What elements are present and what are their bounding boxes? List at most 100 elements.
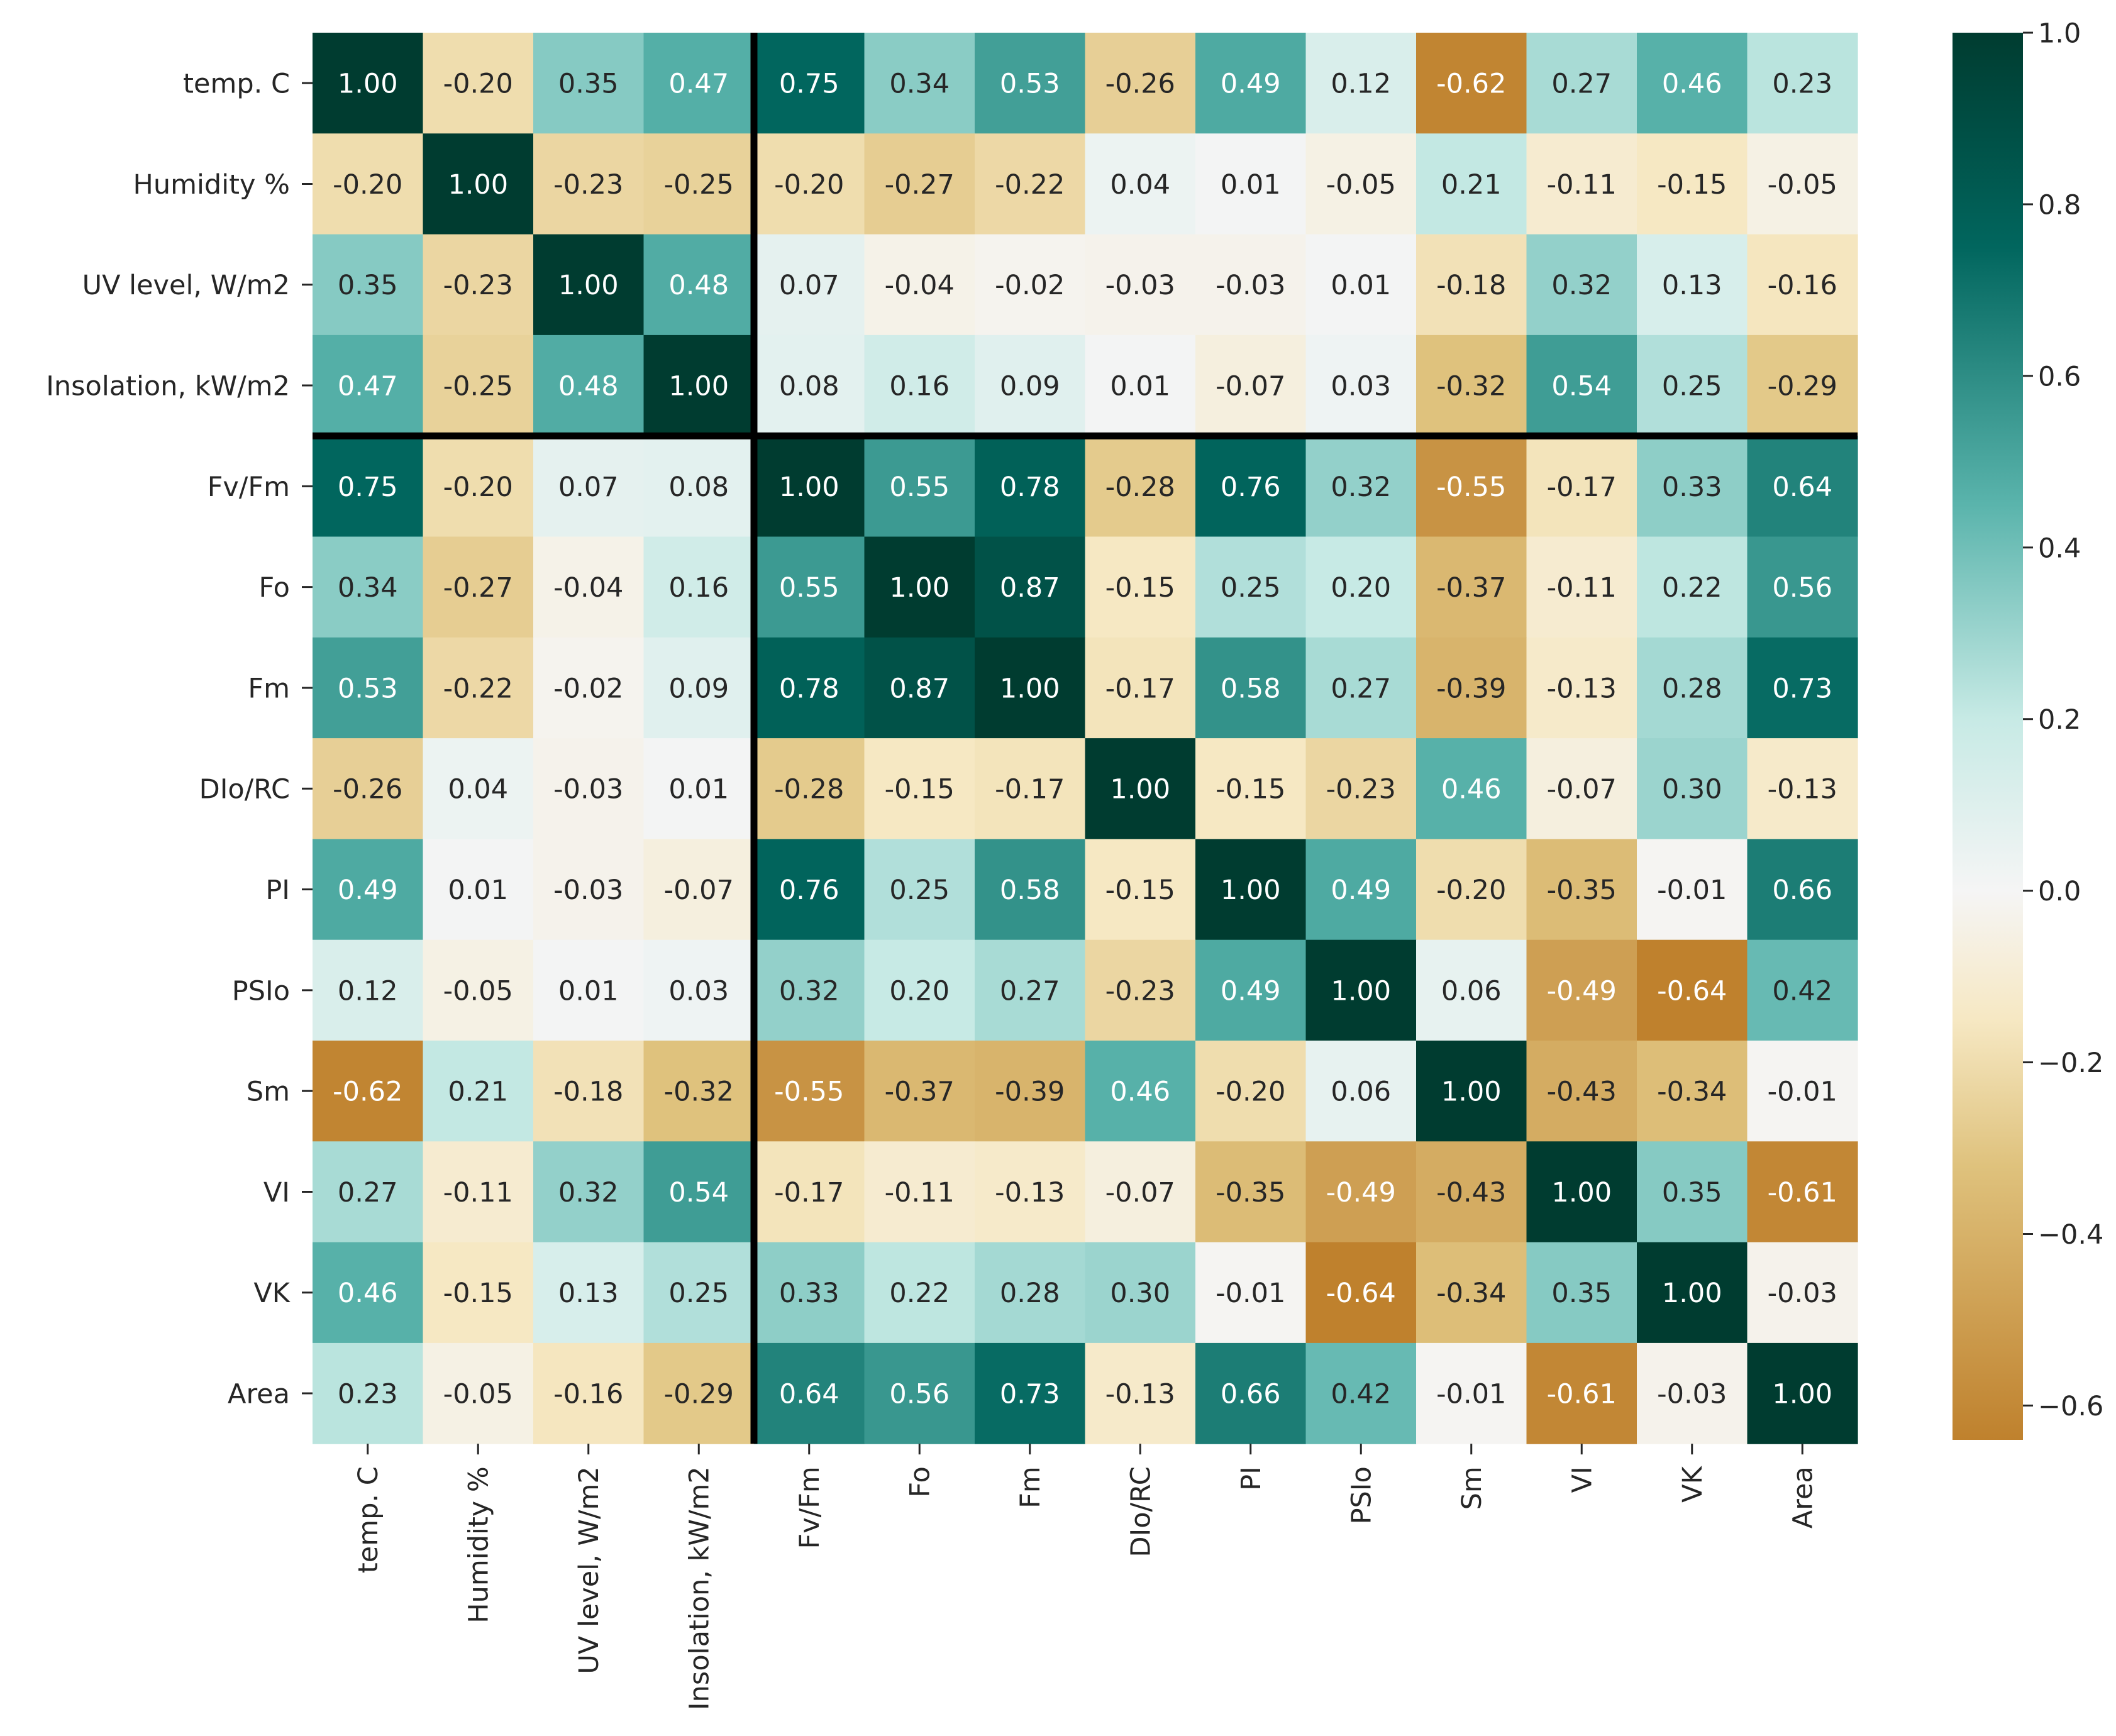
heatmap-cell [1195, 939, 1307, 1041]
heatmap-cell [1747, 1342, 1858, 1444]
heatmap-cell [864, 1242, 975, 1344]
cell-value-label: -0.13 [1105, 1379, 1175, 1410]
cell-value-label: -0.37 [885, 1076, 955, 1108]
heatmap-cell [1526, 133, 1637, 235]
cell-value-label: 0.28 [1662, 673, 1722, 704]
cell-value-label: 0.21 [1441, 169, 1502, 201]
cell-value-label: 0.33 [1662, 472, 1722, 503]
cell-value-label: -0.02 [995, 270, 1065, 301]
cell-value-label: -0.37 [1436, 572, 1506, 604]
heatmap-cell [1747, 234, 1858, 336]
cell-value-label: -0.17 [774, 1177, 844, 1208]
cell-value-label: 0.35 [558, 69, 619, 100]
cell-value-label: 0.06 [1441, 975, 1502, 1007]
heatmap-cell [1195, 1141, 1307, 1243]
cell-value-label: 0.32 [558, 1177, 619, 1208]
cell-value-label: 1.00 [338, 69, 398, 100]
heatmap-cell [1416, 738, 1527, 839]
cell-value-label: -0.04 [885, 270, 955, 301]
cell-value-label: 0.03 [1331, 371, 1391, 402]
heatmap-cell [1195, 839, 1307, 941]
cell-value-label: -0.22 [443, 673, 513, 704]
cell-value-label: 0.04 [448, 774, 508, 805]
heatmap-cell [754, 33, 865, 134]
heatmap-cell [1416, 1242, 1527, 1344]
cell-value-label: -0.20 [1216, 1076, 1285, 1108]
heatmap-cell [1637, 234, 1748, 336]
heatmap-cell [975, 637, 1086, 739]
heatmap-cell [313, 33, 424, 134]
cell-value-label: 0.13 [1662, 270, 1722, 301]
heatmap-cell [643, 133, 755, 235]
cell-value-label: 0.55 [889, 472, 950, 503]
heatmap-cell [533, 1342, 645, 1444]
cell-value-label: -0.15 [1105, 875, 1175, 906]
heatmap-cell [1195, 334, 1307, 436]
y-tick-label: Humidity % [133, 169, 291, 201]
cell-value-label: 0.87 [1000, 572, 1060, 604]
heatmap-cell [1637, 1242, 1748, 1344]
cell-value-label: -0.39 [1436, 673, 1506, 704]
cell-value-label: 0.01 [448, 875, 508, 906]
heatmap-cell [313, 1342, 424, 1444]
cell-value-label: -0.13 [1768, 774, 1837, 805]
y-tick-label: Fo [258, 572, 290, 604]
x-tick-label: DIo/RC [1126, 1466, 1157, 1557]
cell-value-label: -0.35 [1547, 875, 1617, 906]
cell-value-label: 1.00 [889, 572, 950, 604]
heatmap-cell [1305, 939, 1417, 1041]
cell-value-label: -0.11 [1547, 169, 1617, 201]
heatmap-cell [1195, 133, 1307, 235]
cell-value-label: 0.87 [889, 673, 950, 704]
cell-value-label: -0.01 [1216, 1278, 1285, 1309]
heatmap-cell [1416, 1342, 1527, 1444]
heatmap-cell [533, 1141, 645, 1243]
cell-value-label: 0.34 [889, 69, 950, 100]
colorbar-tick-label: −0.2 [2038, 1048, 2103, 1079]
heatmap-cell [643, 939, 755, 1041]
heatmap-cell [1526, 33, 1637, 134]
cell-value-label: -0.64 [1657, 975, 1727, 1007]
x-axis-tick-labels: temp. C Humidity % UV level, W/m2 Insolatio… [353, 1444, 1819, 1710]
colorbar-tick-label: −0.6 [2038, 1391, 2103, 1422]
cell-value-label: -0.03 [553, 875, 623, 906]
heatmap-cell [1416, 1041, 1527, 1142]
heatmap-cell [313, 1041, 424, 1142]
heatmap-cell [975, 738, 1086, 839]
cell-value-label: 0.07 [779, 270, 839, 301]
heatmap-cell [864, 637, 975, 739]
heatmap-cell [1637, 738, 1748, 839]
heatmap-cell [1085, 738, 1196, 839]
heatmap-cell [1305, 1141, 1417, 1243]
heatmap-cell [533, 234, 645, 336]
cell-value-label: 0.35 [1551, 1278, 1612, 1309]
cell-value-label: 0.64 [779, 1379, 839, 1410]
cell-value-label: 1.00 [1772, 1379, 1832, 1410]
y-tick-label: Fm [248, 673, 290, 704]
heatmap-cell [1305, 133, 1417, 235]
heatmap-cell [1085, 939, 1196, 1041]
heatmap-cell [1085, 839, 1196, 941]
cell-value-label: -0.25 [664, 169, 734, 201]
cell-value-label: -0.61 [1768, 1177, 1837, 1208]
cell-value-label: 0.25 [1662, 371, 1722, 402]
cell-value-label: 0.64 [1772, 472, 1832, 503]
heatmap-cell [643, 334, 755, 436]
heatmap-cell [1526, 1041, 1637, 1142]
heatmap-cell [1526, 1242, 1637, 1344]
heatmap-cell [423, 536, 534, 638]
cell-value-label: -0.22 [995, 169, 1065, 201]
heatmap-cell [313, 536, 424, 638]
cell-value-label: -0.25 [443, 371, 513, 402]
heatmap-cell [754, 436, 865, 538]
cell-value-label: 0.49 [1221, 69, 1281, 100]
cell-value-label: -0.03 [1768, 1278, 1837, 1309]
cell-value-label: -0.17 [1547, 472, 1617, 503]
cell-value-label: -0.18 [553, 1076, 623, 1108]
cell-value-label: -0.03 [553, 774, 623, 805]
x-tick-label: PSIo [1346, 1466, 1378, 1524]
heatmap-cell [754, 839, 865, 941]
cell-value-label: -0.01 [1768, 1076, 1837, 1108]
cell-value-label: 0.23 [338, 1379, 398, 1410]
cell-value-label: 0.30 [1110, 1278, 1170, 1309]
